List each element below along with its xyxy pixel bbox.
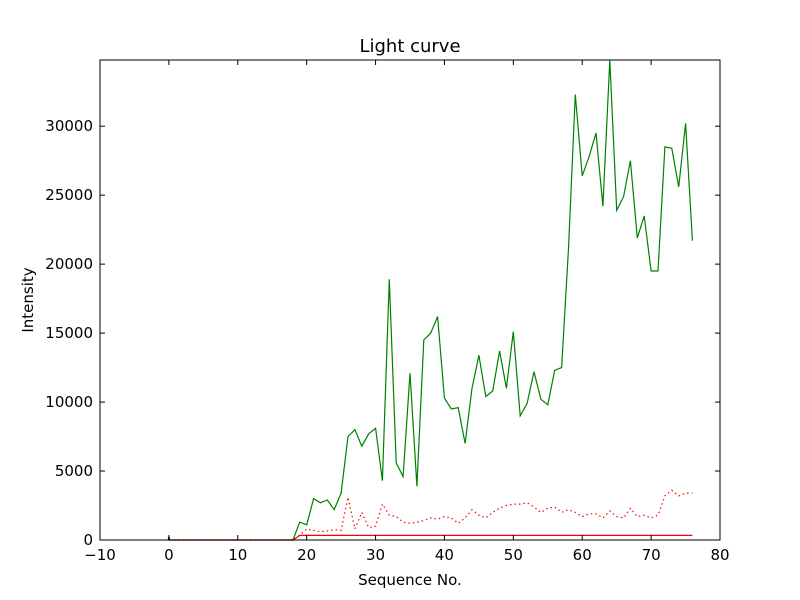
x-tick-label: 30 — [366, 546, 385, 564]
y-axis-label: Intensity — [19, 267, 37, 332]
x-tick-label: 0 — [164, 546, 174, 564]
x-tick-label: 70 — [642, 546, 661, 564]
y-tick-label: 15000 — [45, 324, 93, 342]
x-tick-label: 40 — [435, 546, 454, 564]
y-tick-label: 20000 — [45, 255, 93, 273]
y-tick-label: 30000 — [45, 117, 93, 135]
y-tick-label: 0 — [83, 531, 93, 549]
y-tick-label: 10000 — [45, 393, 93, 411]
x-tick-label: 60 — [573, 546, 592, 564]
x-axis-ticks: −10 0 10 20 30 40 50 60 70 80 — [84, 60, 730, 564]
y-tick-label: 25000 — [45, 186, 93, 204]
series-line-2 — [168, 489, 693, 541]
y-axis-ticks: 0 5000 10000 15000 20000 25000 30000 — [45, 117, 720, 549]
chart-title: Light curve — [359, 36, 460, 57]
x-tick-label: −10 — [84, 546, 116, 564]
x-tick-label: 80 — [710, 546, 729, 564]
x-tick-label: 50 — [504, 546, 523, 564]
x-tick-label: 20 — [297, 546, 316, 564]
x-tick-label: 10 — [228, 546, 247, 564]
x-axis-label: Sequence No. — [358, 571, 462, 589]
plot-frame — [99, 59, 721, 541]
y-tick-label: 5000 — [55, 462, 93, 480]
